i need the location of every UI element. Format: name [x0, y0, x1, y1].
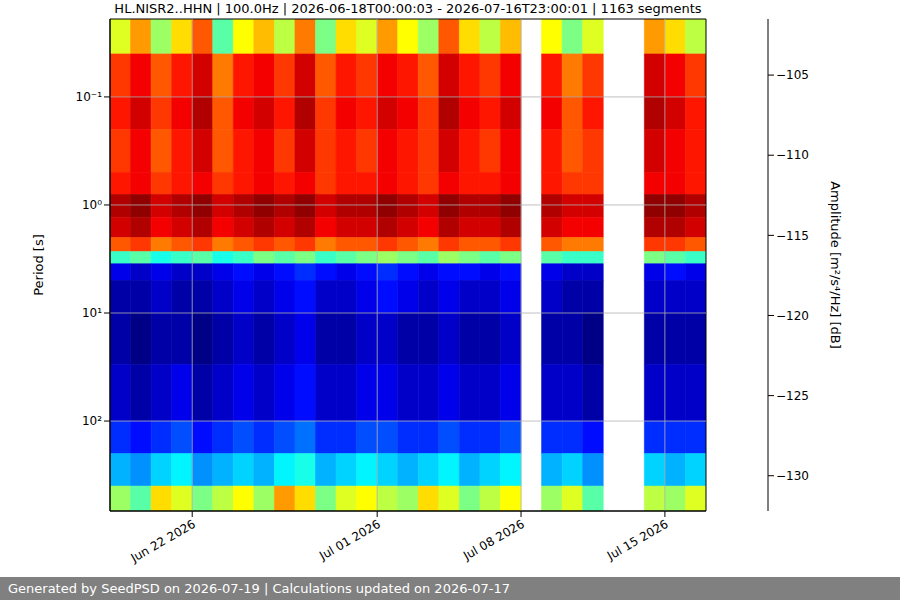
svg-text:−130: −130 [776, 469, 809, 483]
svg-text:10⁻¹: 10⁻¹ [76, 90, 103, 104]
svg-text:10⁰: 10⁰ [82, 198, 102, 212]
svg-text:10¹: 10¹ [82, 306, 102, 320]
svg-text:10²: 10² [82, 414, 102, 428]
svg-text:Jul 15 2026: Jul 15 2026 [604, 517, 671, 564]
svg-text:−125: −125 [776, 389, 809, 403]
svg-text:−105: −105 [776, 68, 809, 82]
svg-text:Amplitude [m²/s⁴/Hz] [dB]: Amplitude [m²/s⁴/Hz] [dB] [828, 181, 843, 349]
svg-text:Jul 08 2026: Jul 08 2026 [460, 517, 527, 564]
svg-text:−120: −120 [776, 309, 809, 323]
html-text:Generated by SeedPSD on 2026-0: Generated by SeedPSD on 2026-07-19 | Cal… [8, 581, 510, 596]
svg-text:Jun 22 2026: Jun 22 2026 [128, 517, 198, 566]
svg-text:Period [s]: Period [s] [31, 234, 46, 296]
svg-text:−110: −110 [776, 148, 809, 162]
svg-text:Jul 01 2026: Jul 01 2026 [316, 517, 383, 564]
html-text:HL.NISR2..HHN | 100.0Hz | 2026: HL.NISR2..HHN | 100.0Hz | 2026-06-18T00:… [114, 1, 702, 16]
svg-text:−115: −115 [776, 229, 809, 243]
